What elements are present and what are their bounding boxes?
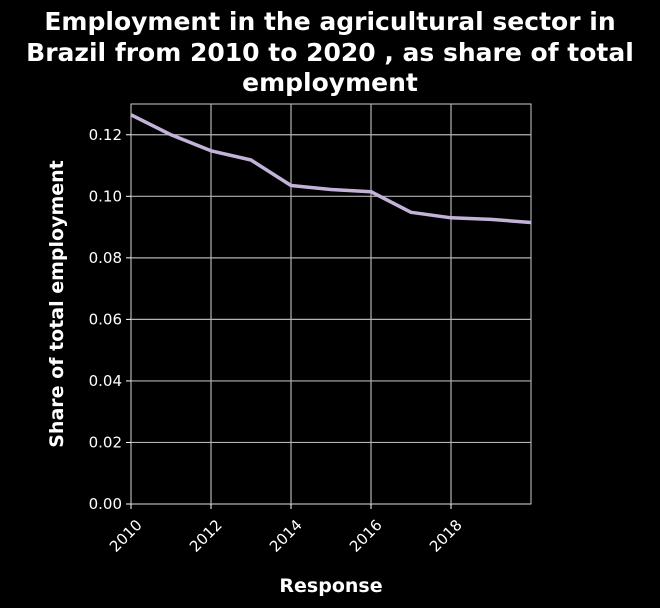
- x-tick-label: 2016: [346, 516, 386, 556]
- chart-title-line-2: Brazil from 2010 to 2020 , as share of t…: [26, 38, 634, 67]
- y-tick-label: 0.12: [89, 126, 122, 144]
- grid: [130, 104, 531, 505]
- x-tick-label: 2018: [426, 516, 466, 556]
- y-tick-label: 0.08: [89, 249, 122, 267]
- y-tick-label: 0.00: [89, 495, 122, 513]
- plot-area: [130, 103, 532, 505]
- x-tick-label: 2012: [186, 516, 226, 556]
- x-axis-label: Response: [279, 575, 382, 597]
- series-line: [130, 113, 532, 225]
- y-tick-label: 0.02: [89, 433, 122, 451]
- y-tick-label: 0.06: [89, 310, 122, 328]
- chart-title-line-3: employment: [242, 68, 418, 97]
- y-tick-label: 0.04: [89, 372, 122, 390]
- x-tick-label: 2014: [266, 516, 306, 556]
- y-tick-label: 0.10: [89, 187, 122, 205]
- y-axis-label: Share of total employment: [46, 160, 68, 448]
- chart-title-line-1: Employment in the agricultural sector in: [44, 7, 615, 36]
- x-tick-label: 2010: [106, 516, 146, 556]
- series-layer: [130, 113, 532, 225]
